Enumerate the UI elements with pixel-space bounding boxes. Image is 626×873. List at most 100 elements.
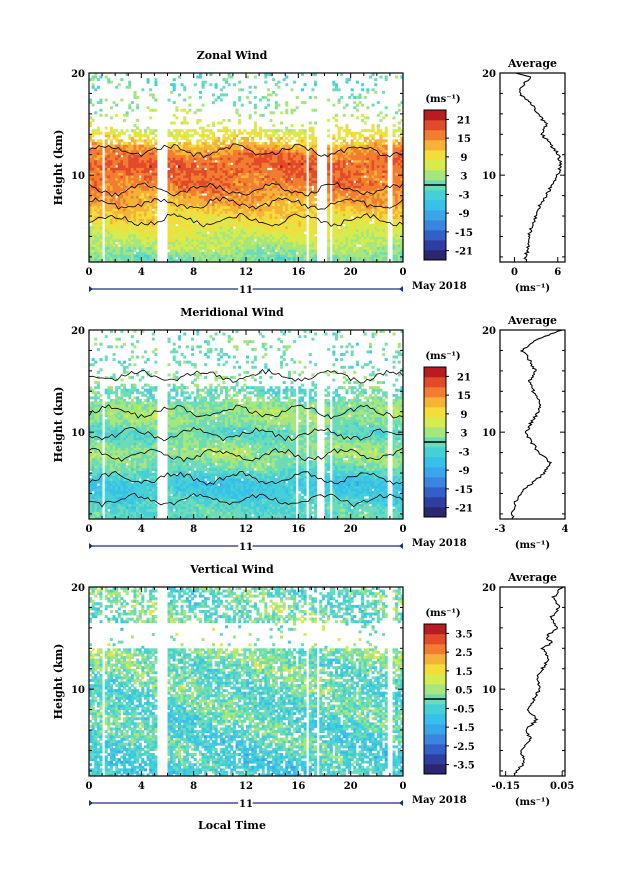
heatmap-cell — [308, 218, 312, 222]
heatmap-cell — [334, 244, 338, 248]
heatmap-cell — [115, 162, 119, 166]
heatmap-cell — [89, 249, 93, 253]
heatmap-cell — [274, 185, 278, 189]
heatmap-cell — [219, 164, 223, 168]
heatmap-cell — [99, 210, 103, 214]
heatmap-cell — [334, 170, 338, 173]
heatmap-cell — [128, 228, 132, 232]
heatmap-cell — [219, 175, 223, 179]
heatmap-cell — [180, 195, 184, 199]
heatmap-cell — [358, 175, 362, 179]
heatmap-cell — [138, 208, 142, 212]
heatmap-cell — [125, 162, 129, 166]
heatmap-cell — [251, 177, 255, 181]
heatmap-cell — [266, 190, 270, 194]
heatmap-cell — [104, 187, 108, 191]
heatmap-cell — [342, 233, 346, 237]
heatmap-cell — [180, 164, 184, 168]
heatmap-cell — [277, 241, 281, 245]
heatmap-cell — [91, 213, 95, 217]
heatmap-cell — [206, 172, 210, 176]
heatmap-cell — [266, 210, 270, 214]
heatmap-cell — [345, 256, 349, 260]
heatmap-cell — [253, 180, 257, 184]
heatmap-cell — [211, 223, 215, 227]
heatmap-cell — [363, 231, 367, 235]
heatmap-cell — [170, 221, 174, 225]
heatmap-cell — [130, 129, 134, 133]
heatmap-cell — [99, 195, 103, 199]
heatmap-cell — [89, 154, 93, 158]
heatmap-cell — [209, 170, 213, 173]
heatmap-cell — [348, 147, 352, 151]
heatmap-cell — [314, 193, 318, 196]
heatmap-cell — [222, 198, 226, 202]
heatmap-cell — [214, 218, 218, 222]
heatmap-cell — [175, 210, 179, 214]
heatmap-cell — [295, 218, 299, 222]
heatmap-cell — [175, 249, 179, 253]
heatmap-cell — [295, 221, 299, 225]
heatmap-cell — [172, 162, 176, 166]
heatmap-cell — [109, 195, 113, 199]
heatmap-cell — [107, 254, 111, 258]
heatmap-cell — [314, 208, 318, 212]
heatmap-cell — [149, 129, 153, 133]
heatmap-cell — [303, 134, 307, 138]
heatmap-cell — [334, 144, 338, 148]
heatmap-cell — [211, 187, 215, 191]
heatmap-cell — [89, 251, 93, 255]
heatmap-cell — [345, 223, 349, 227]
heatmap-cell — [277, 208, 281, 212]
heatmap-cell — [175, 134, 179, 138]
heatmap-cell — [272, 124, 276, 128]
heatmap-cell — [141, 88, 145, 92]
heatmap-cell — [266, 198, 270, 202]
heatmap-cell — [209, 195, 213, 199]
heatmap-cell — [128, 157, 132, 161]
heatmap-cell — [272, 218, 276, 222]
heatmap-cell — [183, 154, 187, 158]
heatmap-cell — [232, 159, 236, 163]
heatmap-cell — [120, 162, 124, 166]
heatmap-cell — [91, 134, 95, 138]
heatmap-cell — [256, 198, 260, 202]
heatmap-cell — [361, 162, 365, 166]
heatmap-cell — [196, 233, 200, 237]
heatmap-cell — [175, 162, 179, 166]
heatmap-cell — [232, 241, 236, 245]
heatmap-cell — [264, 175, 268, 179]
heatmap-cell — [287, 231, 291, 235]
heatmap-cell — [350, 88, 354, 92]
heatmap-cell — [238, 139, 242, 143]
heatmap-cell — [191, 213, 195, 217]
heatmap-cell — [96, 164, 100, 168]
heatmap-cell — [209, 208, 213, 212]
heatmap-cell — [201, 203, 205, 207]
heatmap-cell — [112, 164, 116, 168]
heatmap-cell — [253, 205, 257, 209]
heatmap-cell — [214, 85, 218, 89]
heatmap-cell — [99, 139, 103, 143]
heatmap-cell — [348, 159, 352, 163]
heatmap-cell — [366, 149, 370, 153]
heatmap-cell — [146, 187, 150, 191]
heatmap-cell — [117, 172, 121, 176]
heatmap-cell — [136, 254, 140, 258]
heatmap-cell — [141, 239, 145, 242]
heatmap-cell — [133, 200, 137, 204]
heatmap-cell — [334, 157, 338, 161]
heatmap-cell — [112, 175, 116, 179]
heatmap-cell — [128, 154, 132, 158]
heatmap-cell — [154, 205, 158, 209]
heatmap-cell — [238, 216, 242, 219]
heatmap-cell — [154, 159, 158, 163]
heatmap-cell — [146, 246, 150, 250]
heatmap-cell — [293, 231, 297, 235]
heatmap-cell — [214, 144, 218, 148]
heatmap-cell — [340, 136, 344, 140]
heatmap-cell — [154, 164, 158, 168]
heatmap-cell — [293, 208, 297, 212]
heatmap-cell — [248, 246, 252, 250]
heatmap-cell — [209, 136, 213, 140]
